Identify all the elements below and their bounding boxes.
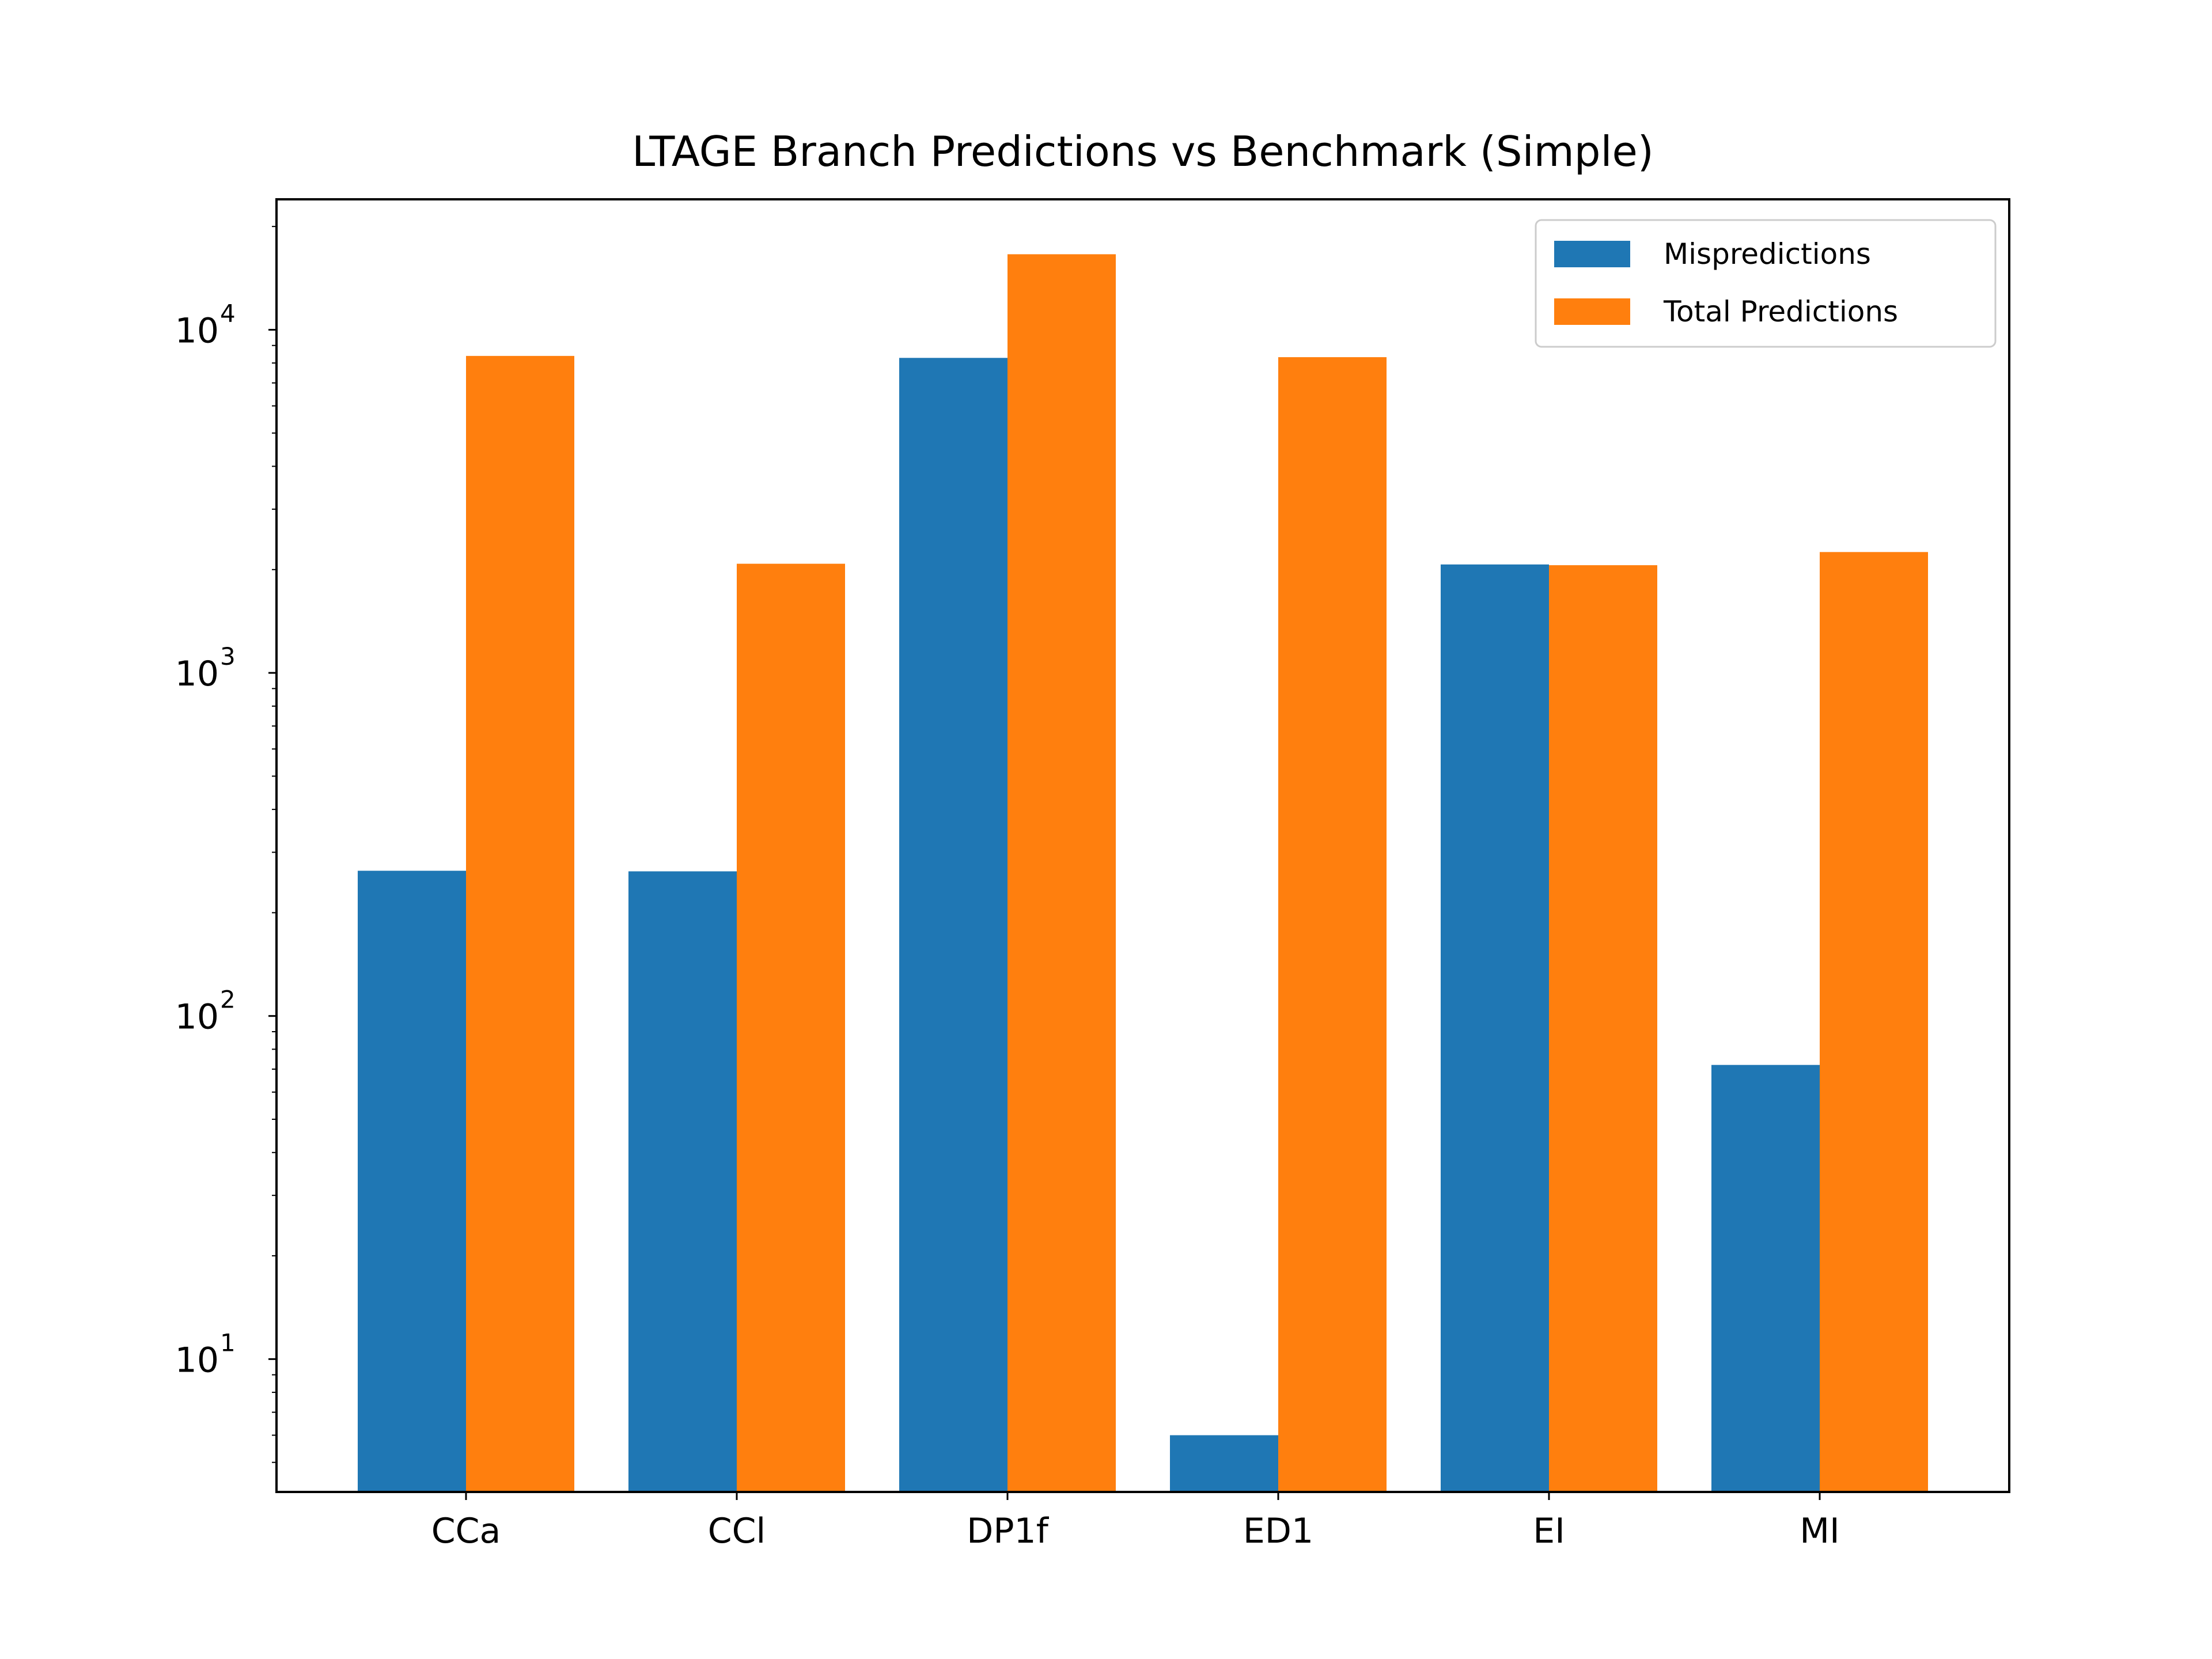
bar-total-predictions-mi xyxy=(1820,552,1928,1493)
bar-total-predictions-dp1f xyxy=(1007,254,1116,1492)
legend-label-total-predictions: Total Predictions xyxy=(1663,295,1898,328)
svg-text:10: 10 xyxy=(175,654,219,694)
bar-mispredictions-ed1 xyxy=(1170,1435,1278,1492)
legend: Mispredictions Total Predictions xyxy=(1535,219,1997,348)
svg-text:1: 1 xyxy=(220,1328,236,1357)
svg-text:3: 3 xyxy=(220,642,236,671)
bar-total-predictions-ccl xyxy=(737,563,845,1492)
x-tick-label-mi: MI xyxy=(1800,1511,1839,1551)
legend-swatch-total-predictions xyxy=(1554,298,1630,325)
bar-mispredictions-cca xyxy=(358,870,466,1492)
bar-mispredictions-ei xyxy=(1441,564,1549,1492)
svg-text:10: 10 xyxy=(175,1340,219,1380)
x-tick-label-ei: EI xyxy=(1533,1511,1565,1551)
bar-total-predictions-ed1 xyxy=(1278,357,1387,1493)
legend-box xyxy=(1535,219,1997,348)
x-tick-label-cca: CCa xyxy=(431,1511,501,1551)
bar-total-predictions-cca xyxy=(466,355,574,1492)
svg-text:4: 4 xyxy=(220,299,236,327)
y-tick-label-1000: 10 3 xyxy=(175,642,236,694)
y-tick-label-100: 10 2 xyxy=(175,986,236,1037)
bar-total-predictions-ei xyxy=(1549,565,1657,1492)
bars-layer xyxy=(358,254,1928,1493)
x-tick-label-ed1: ED1 xyxy=(1243,1511,1313,1551)
bar-mispredictions-ccl xyxy=(628,871,737,1492)
y-tick-label-10000: 10 4 xyxy=(175,299,236,351)
x-axis-ticks: CCa CCl DP1f ED1 EI MI xyxy=(431,1492,1840,1551)
bar-mispredictions-dp1f xyxy=(899,358,1007,1492)
plot-frame xyxy=(275,198,2010,1493)
svg-text:10: 10 xyxy=(175,997,219,1037)
legend-label-mispredictions: Mispredictions xyxy=(1664,237,1871,271)
chart-title: LTAGE Branch Predictions vs Benchmark (S… xyxy=(632,127,1654,176)
svg-text:10: 10 xyxy=(175,310,219,351)
svg-text:2: 2 xyxy=(220,986,236,1014)
x-tick-label-dp1f: DP1f xyxy=(967,1511,1050,1551)
bar-mispredictions-mi xyxy=(1711,1065,1820,1492)
y-tick-label-10: 10 1 xyxy=(175,1328,236,1380)
x-tick-label-ccl: CCl xyxy=(708,1511,766,1551)
legend-swatch-mispredictions xyxy=(1554,241,1630,267)
